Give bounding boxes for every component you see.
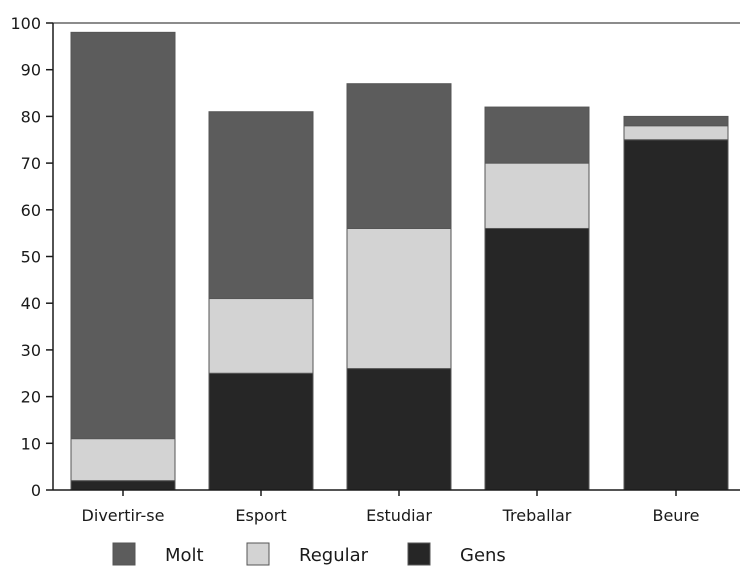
legend-swatch bbox=[246, 542, 270, 566]
legend-item-molt: Molt bbox=[112, 542, 204, 566]
y-tick-label: 20 bbox=[21, 388, 41, 407]
x-tick-label: Beure bbox=[652, 506, 699, 525]
y-tick-label: 100 bbox=[10, 14, 41, 33]
bar-segment-esport-molt bbox=[208, 111, 314, 300]
bar-stack-estudiar bbox=[346, 83, 452, 491]
bar-segment-esport-gens bbox=[208, 372, 314, 491]
legend-label: Molt bbox=[165, 545, 204, 566]
bar-segment-beure-gens bbox=[623, 139, 729, 491]
bar-segment-treballar-molt bbox=[484, 106, 590, 164]
bar-segment-beure-regular bbox=[623, 125, 729, 141]
y-tick-label: 80 bbox=[21, 107, 41, 126]
legend-item-regular: Regular bbox=[246, 542, 369, 566]
bar-segment-treballar-regular bbox=[484, 162, 590, 229]
x-tick-label: Treballar bbox=[502, 506, 572, 525]
y-tick-label: 50 bbox=[21, 248, 41, 267]
x-tick-label: Estudiar bbox=[366, 506, 432, 525]
bar-segment-estudiar-molt bbox=[346, 83, 452, 229]
legend-swatch bbox=[112, 542, 136, 566]
y-tick-label: 90 bbox=[21, 61, 41, 80]
y-tick-label: 30 bbox=[21, 341, 41, 360]
legend-label: Gens bbox=[460, 545, 506, 566]
bar-segment-beure-molt bbox=[623, 115, 729, 127]
x-tick-label: Divertir-se bbox=[82, 506, 165, 525]
bar-stack-esport bbox=[208, 111, 314, 491]
y-tick-label: 10 bbox=[21, 434, 41, 453]
bar-segment-estudiar-gens bbox=[346, 368, 452, 491]
bar-stack-beure bbox=[623, 115, 729, 491]
y-tick-label: 40 bbox=[21, 294, 41, 313]
bar-segment-divertir-se-gens bbox=[70, 480, 176, 491]
bar-segment-divertir-se-regular bbox=[70, 438, 176, 482]
bars bbox=[70, 31, 729, 491]
x-axis: Divertir-se Esport Estudiar Treballar Beure bbox=[53, 489, 740, 525]
bar-segment-esport-regular bbox=[208, 298, 314, 374]
bar-segment-treballar-gens bbox=[484, 227, 590, 491]
y-axis: 0 10 20 30 40 50 60 70 80 90 100 bbox=[10, 14, 740, 500]
y-tick-label: 70 bbox=[21, 154, 41, 173]
x-tick-label: Esport bbox=[235, 506, 286, 525]
y-tick-label: 60 bbox=[21, 201, 41, 220]
legend-swatch bbox=[407, 542, 431, 566]
legend-item-gens: Gens bbox=[407, 542, 506, 566]
y-tick-label: 0 bbox=[31, 481, 41, 500]
bar-stack-divertir-se bbox=[70, 31, 176, 491]
bar-segment-estudiar-regular bbox=[346, 227, 452, 370]
legend-label: Regular bbox=[299, 545, 369, 566]
legend: Molt Regular Gens bbox=[112, 542, 506, 566]
bar-stack-treballar bbox=[484, 106, 590, 491]
bar-segment-divertir-se-molt bbox=[70, 31, 176, 440]
